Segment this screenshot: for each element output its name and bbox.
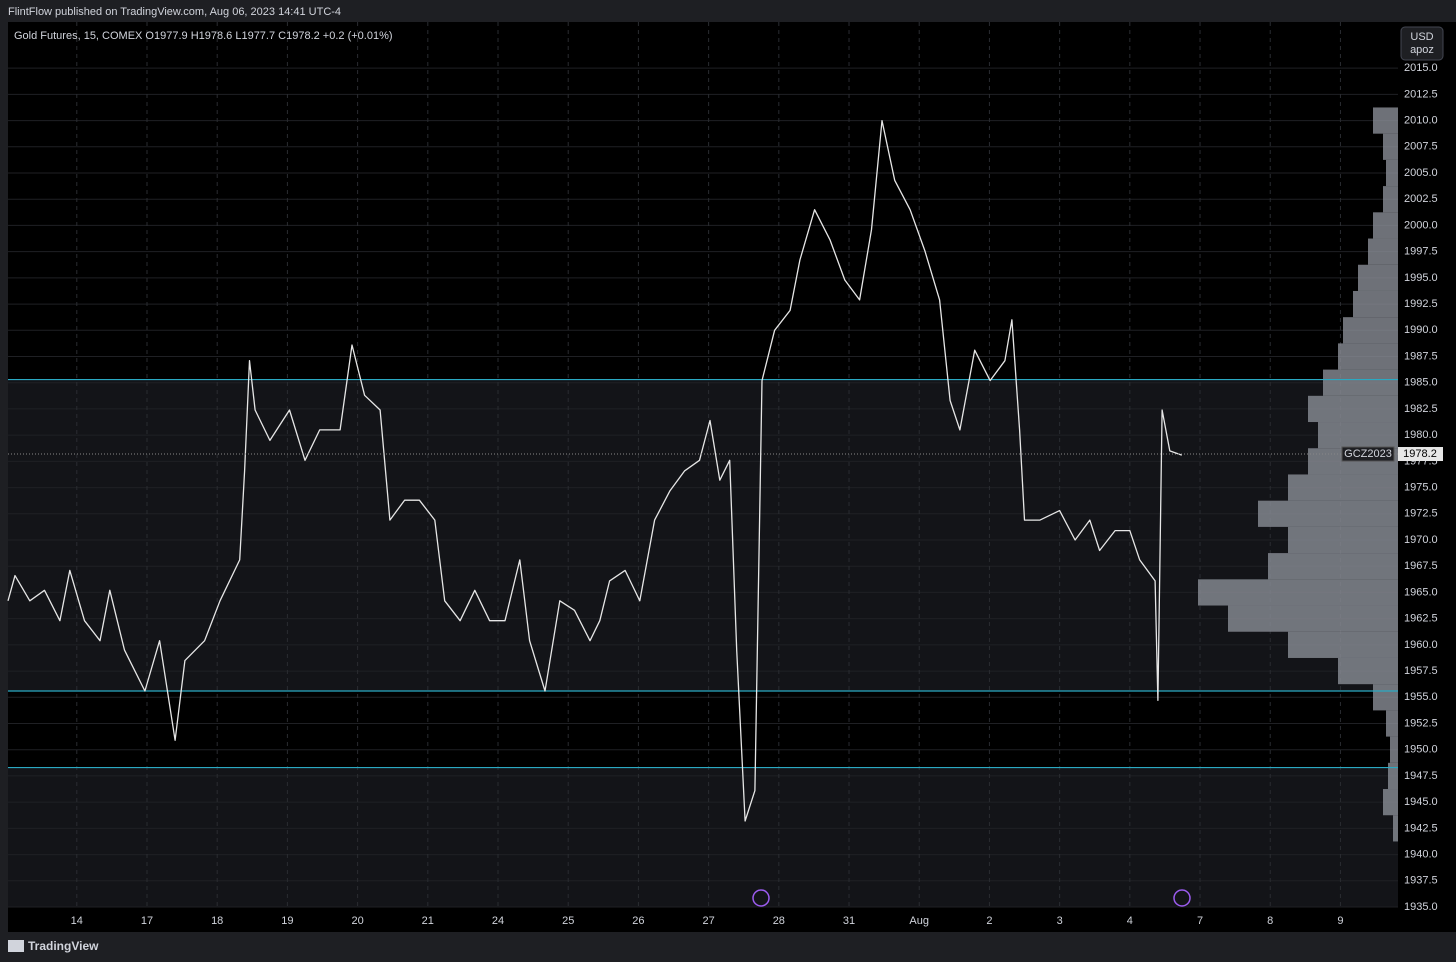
x-tick-label: 7	[1197, 915, 1203, 927]
profile-bar	[1353, 290, 1398, 318]
currency: USD	[1410, 31, 1433, 43]
y-tick-label: 1985.0	[1404, 377, 1438, 389]
y-tick-label: 1960.0	[1404, 639, 1438, 651]
y-tick-label: 1962.5	[1404, 613, 1438, 625]
x-tick-label: 24	[492, 915, 504, 927]
x-tick-label: 4	[1127, 915, 1133, 927]
event-icon[interactable]	[752, 889, 770, 907]
y-tick-label: 2012.5	[1404, 88, 1438, 100]
y-tick-label: 1972.5	[1404, 508, 1438, 520]
x-tick-label: 8	[1267, 915, 1273, 927]
zone	[8, 379, 1398, 691]
y-tick-label: 1970.0	[1404, 534, 1438, 546]
y-tick-label: 2002.5	[1404, 193, 1438, 205]
x-tick-label: 21	[422, 915, 434, 927]
y-tick-label: 2010.0	[1404, 114, 1438, 126]
profile-bar	[1288, 526, 1398, 554]
y-tick-label: 1947.5	[1404, 770, 1438, 782]
x-tick-label: 31	[843, 915, 855, 927]
price-line	[7, 119, 1183, 822]
profile-bar	[1386, 159, 1398, 187]
x-tick-label: 17	[141, 915, 153, 927]
footer: TradingView	[28, 939, 99, 953]
profile-bar	[1268, 553, 1398, 580]
profile-bar	[1338, 657, 1398, 685]
profile-bar	[1318, 422, 1398, 449]
y-tick-label: 1965.0	[1404, 586, 1438, 598]
y-tick-label: 1987.5	[1404, 350, 1438, 362]
x-tick-label: 27	[702, 915, 714, 927]
y-tick-label: 2000.0	[1404, 219, 1438, 231]
profile-bar	[1388, 762, 1398, 790]
x-tick-label: 26	[632, 915, 644, 927]
y-tick-label: 1942.5	[1404, 822, 1438, 834]
y-tick-label: 1995.0	[1404, 272, 1438, 284]
y-tick-label: 1980.0	[1404, 429, 1438, 441]
y-tick-label: 1940.0	[1404, 848, 1438, 860]
last-price-label: 1978.2	[1403, 448, 1437, 460]
x-tick-label: 3	[1057, 915, 1063, 927]
profile-bar	[1308, 395, 1398, 423]
y-tick-label: 1937.5	[1404, 875, 1438, 887]
profile-bar	[1373, 684, 1398, 711]
profile-bar	[1373, 212, 1398, 239]
currency-box[interactable]	[1400, 26, 1444, 61]
profile-bar	[1393, 815, 1398, 842]
x-tick-label: Aug	[909, 915, 929, 927]
last-price-box	[1398, 447, 1443, 462]
zone	[8, 767, 1398, 907]
x-tick-label: 2	[986, 915, 992, 927]
profile-bar	[1383, 789, 1398, 816]
x-tick-label: 18	[211, 915, 223, 927]
y-tick-label: 1990.0	[1404, 324, 1438, 336]
profile-bar	[1338, 343, 1398, 370]
y-tick-label: 1935.0	[1404, 901, 1438, 913]
publisher: FlintFlow published on TradingView.com, …	[8, 6, 341, 18]
profile-bar	[1390, 736, 1398, 763]
profile-bar	[1373, 107, 1398, 134]
profile-bar	[1383, 186, 1398, 213]
y-tick-label: 1952.5	[1404, 717, 1438, 729]
profile-bar	[1358, 264, 1398, 291]
profile-bar	[1383, 133, 1398, 160]
profile-bar	[1258, 500, 1398, 527]
y-tick-label: 1955.0	[1404, 691, 1438, 703]
x-tick-label: 9	[1337, 915, 1343, 927]
y-tick-label: 2007.5	[1404, 141, 1438, 153]
symbol-box	[1341, 446, 1395, 462]
y-tick-label: 1975.0	[1404, 481, 1438, 493]
currency-unit: apoz	[1410, 44, 1434, 56]
time-axis	[8, 908, 1456, 932]
x-tick-label: 20	[351, 915, 363, 927]
y-tick-label: 1945.0	[1404, 796, 1438, 808]
symbol-label: GCZ2023	[1344, 448, 1392, 460]
event-icon[interactable]	[1173, 889, 1191, 907]
x-tick-label: 19	[281, 915, 293, 927]
profile-bar	[1288, 474, 1398, 501]
profile-bar	[1228, 605, 1398, 632]
profile-bar	[1368, 238, 1398, 265]
y-tick-label: 1950.0	[1404, 744, 1438, 756]
y-tick-label: 1957.5	[1404, 665, 1438, 677]
x-tick-label: 28	[773, 915, 785, 927]
profile-bar	[1288, 631, 1398, 658]
y-tick-label: 1992.5	[1404, 298, 1438, 310]
y-tick-label: 2015.0	[1404, 62, 1438, 74]
logo	[8, 940, 24, 952]
profile-bar	[1198, 579, 1398, 606]
y-tick-label: 2005.0	[1404, 167, 1438, 179]
profile-bar	[1386, 710, 1398, 737]
x-tick-label: 14	[71, 915, 83, 927]
y-tick-label: 1967.5	[1404, 560, 1438, 572]
legend-text: Gold Futures, 15, COMEX O1977.9 H1978.6 …	[14, 30, 393, 42]
profile-bar	[1323, 369, 1398, 396]
y-tick-label: 1982.5	[1404, 403, 1438, 415]
profile-bar	[1343, 317, 1398, 344]
y-tick-label: 1997.5	[1404, 246, 1438, 258]
price-axis	[1398, 22, 1456, 908]
x-tick-label: 25	[562, 915, 574, 927]
